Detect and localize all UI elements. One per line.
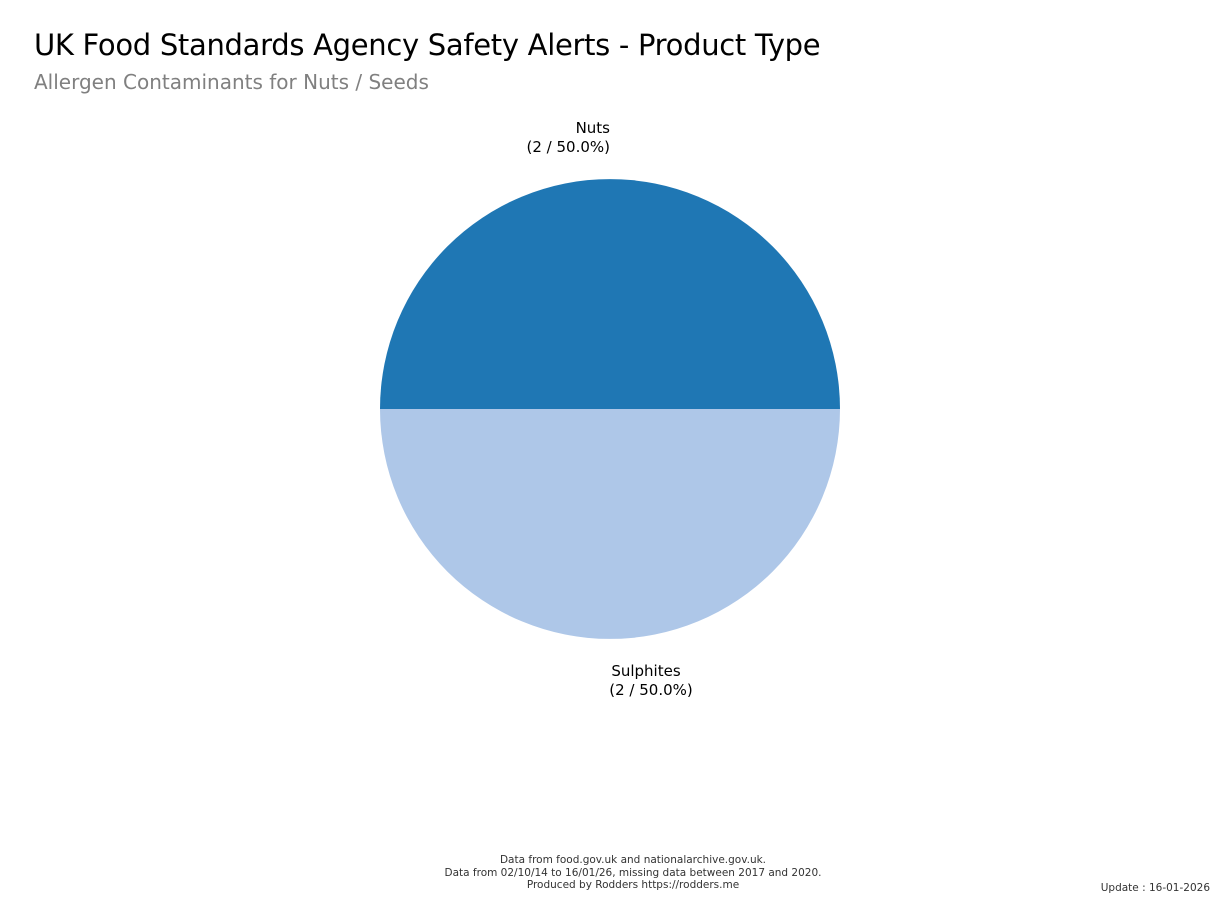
update-date: Update : 16-01-2026 xyxy=(1100,882,1210,894)
footer-credit: Produced by Rodders https://rodders.me xyxy=(526,879,740,891)
slice-label-value: (2 / 50.0%) xyxy=(527,138,611,156)
slice-label-name: Nuts xyxy=(576,119,611,137)
footer-range: Data from 02/10/14 to 16/01/26, missing … xyxy=(444,866,822,879)
chart-subtitle: Allergen Contaminants for Nuts / Seeds xyxy=(34,70,429,94)
pie-slice-sulphites xyxy=(380,409,840,639)
slice-label-name: Sulphites xyxy=(611,662,681,680)
footer-notes: Data from food.gov.uk and nationalarchiv… xyxy=(0,854,1220,892)
footer-source: Data from food.gov.uk and nationalarchiv… xyxy=(499,854,767,866)
slice-label-value: (2 / 50.0%) xyxy=(609,681,693,699)
pie-slice-nuts xyxy=(380,179,840,409)
chart-title: UK Food Standards Agency Safety Alerts -… xyxy=(34,28,821,62)
